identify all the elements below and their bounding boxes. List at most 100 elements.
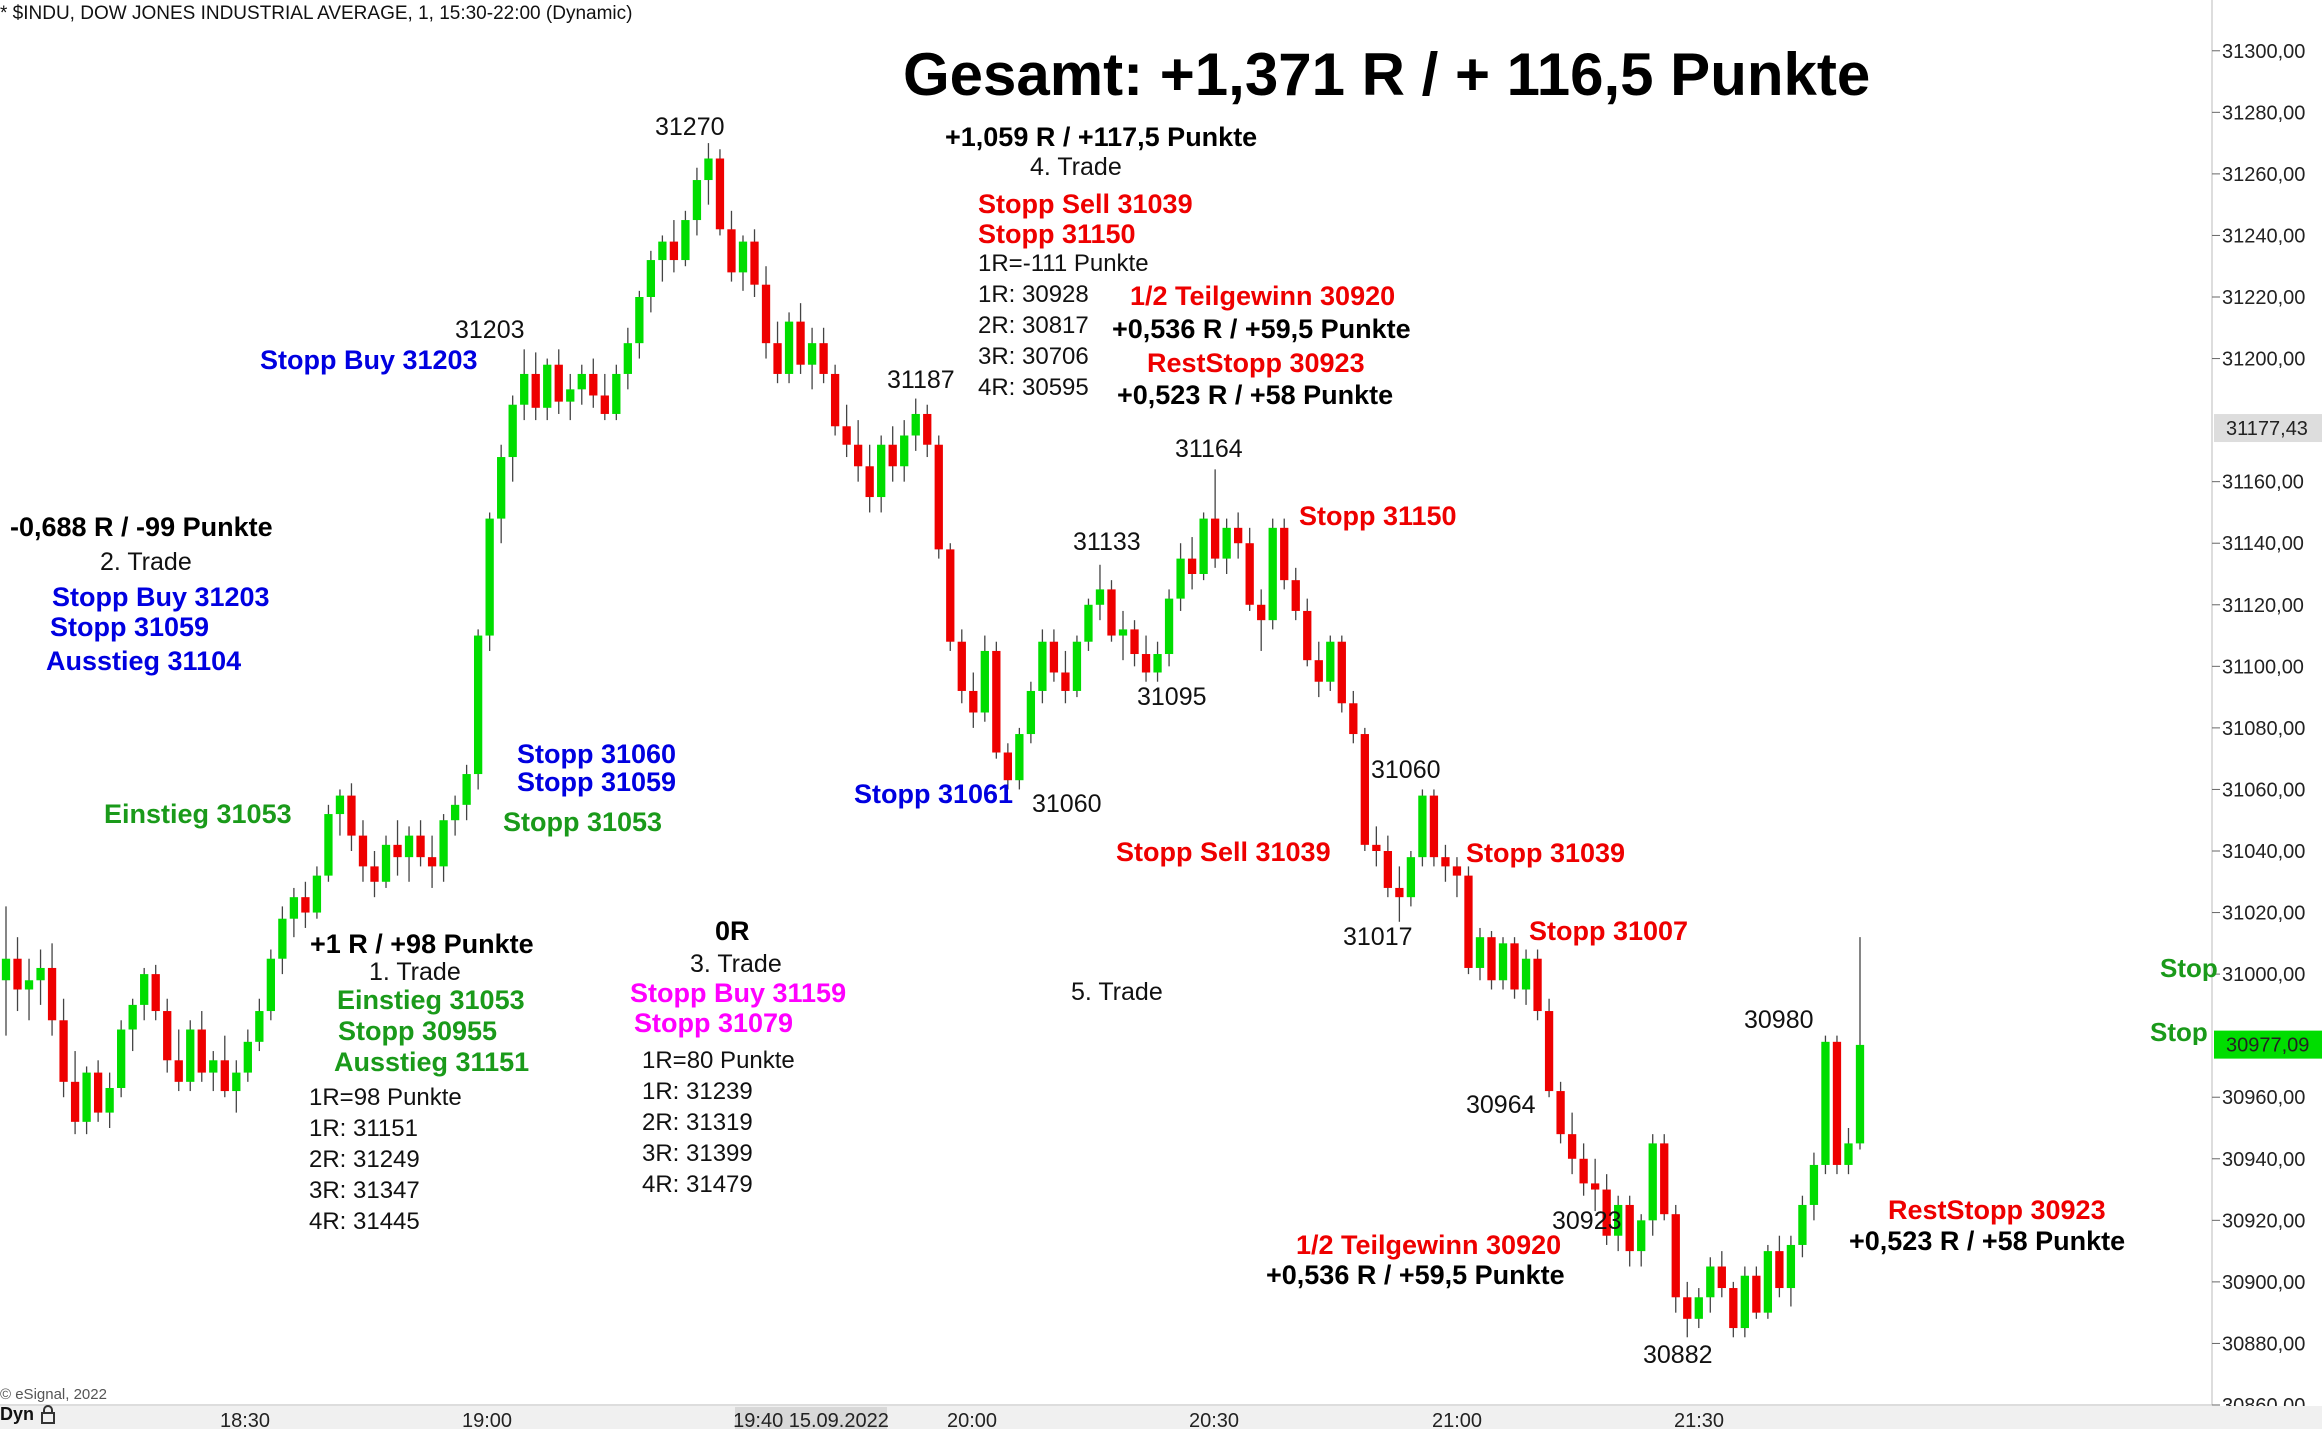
candle <box>911 398 920 451</box>
time-tick-label: 21:30 <box>1674 1410 1724 1429</box>
candle-body <box>140 974 149 1005</box>
dynamic-mode-label[interactable]: Dyn <box>0 1404 35 1424</box>
candle <box>1314 641 1323 698</box>
candle <box>1786 1235 1796 1307</box>
lock-icon[interactable] <box>40 1404 56 1424</box>
candle <box>117 1020 126 1098</box>
candle-body <box>82 1072 91 1122</box>
candle <box>1061 650 1070 704</box>
candle-body <box>1498 943 1508 981</box>
stopp-31060-label: Stopp 31060 <box>517 739 677 769</box>
candle <box>692 167 702 236</box>
candle <box>934 435 943 559</box>
cutoff-stop-label-1: Stop <box>2160 955 2218 981</box>
summary-title: Gesamt: +1,371 R / + 116,5 Punkte <box>903 41 1871 108</box>
candle <box>1268 518 1277 630</box>
candle-body <box>243 1041 252 1073</box>
candle <box>163 998 172 1073</box>
time-axis[interactable]: 18:30 19:00 20:00 20:30 21:00 21:30 19:40 15.0… <box>0 1404 2322 1429</box>
trade2-result: -0,688 R / -99 Punkte <box>10 512 273 542</box>
trade2-stopp: Stopp 31059 <box>50 612 210 642</box>
candle-body <box>1844 1143 1853 1165</box>
trade1-stopp: Stopp 30955 <box>338 1016 498 1046</box>
candle <box>1544 998 1554 1098</box>
candle <box>174 1029 183 1092</box>
swing-price-label: 31133 <box>1073 528 1141 556</box>
candle-body <box>1141 654 1151 673</box>
trade1-r1: 1R: 31151 <box>309 1115 418 1142</box>
candle-body <box>312 875 322 913</box>
candle <box>508 395 517 482</box>
candle-body <box>186 1029 195 1082</box>
price-tick-label: 31260,00 <box>2222 164 2305 186</box>
stopp-sell-31039-label: Stopp Sell 31039 <box>1116 837 1331 867</box>
candle-body <box>946 549 955 642</box>
candle-body <box>1786 1244 1796 1289</box>
candle <box>957 629 966 704</box>
candle-body <box>1544 1011 1554 1092</box>
candle-body <box>128 1004 137 1030</box>
candle <box>301 881 310 928</box>
candle <box>1084 598 1093 651</box>
candle-body <box>692 180 702 221</box>
candle <box>1245 527 1254 611</box>
candle <box>807 327 817 390</box>
candle-body <box>278 918 287 959</box>
candle <box>1464 866 1473 975</box>
trade3-result: 0R <box>715 916 750 946</box>
ref-price-label: 31177,43 <box>2226 418 2308 440</box>
candle-body <box>1176 558 1185 599</box>
candle <box>842 404 851 458</box>
candle <box>1153 641 1162 682</box>
candle <box>278 906 287 975</box>
swing-price-label: 31060 <box>1032 790 1102 818</box>
price-axis[interactable]: 31300,00 31280,00 31260,00 31240,00 31220,00… <box>2211 0 2322 1417</box>
candle <box>1383 835 1393 898</box>
candle-body <box>1257 604 1266 621</box>
candle-body <box>807 343 817 365</box>
candle <box>497 444 506 544</box>
candle-body <box>220 1060 229 1092</box>
candle <box>1118 610 1128 661</box>
candle <box>1855 937 1865 1150</box>
candle-body <box>1429 795 1439 858</box>
candle <box>1706 1257 1715 1313</box>
candle-body <box>623 343 632 374</box>
candle-body <box>1372 844 1381 851</box>
candle-body <box>715 158 725 230</box>
candle <box>1498 937 1508 990</box>
cutoff-stop-label-2: Stop <box>2150 1019 2208 1045</box>
candle <box>600 373 609 421</box>
candle-body <box>1187 558 1197 574</box>
candle-body <box>416 835 425 858</box>
price-tick-label: 31020,00 <box>2222 903 2305 925</box>
candle-body <box>358 835 368 867</box>
candle-body <box>1210 518 1220 559</box>
trade3-r2: 2R: 31319 <box>642 1109 753 1136</box>
candle <box>773 321 782 384</box>
candle-body <box>1015 734 1024 781</box>
candle-body <box>1199 518 1208 574</box>
candle-body <box>888 444 897 467</box>
candle <box>1533 949 1542 1021</box>
candle <box>543 358 552 421</box>
candle-body <box>59 1020 68 1082</box>
price-tick-label: 31000,00 <box>2222 964 2305 986</box>
candle-body <box>255 1011 264 1042</box>
trade1-r4: 4R: 31445 <box>309 1208 420 1235</box>
candle <box>105 1072 114 1128</box>
trade1-name: 1. Trade <box>369 958 461 986</box>
candle <box>485 512 494 651</box>
price-tick-label: 31080,00 <box>2222 718 2305 740</box>
candle-body <box>830 373 840 427</box>
candle-body <box>1337 641 1346 704</box>
candle <box>1199 512 1208 581</box>
candle <box>1763 1244 1773 1319</box>
candle-body <box>566 389 575 402</box>
candle <box>877 435 886 513</box>
trade4-reststopp: RestStopp 30923 <box>1147 348 1365 378</box>
price-tick-label: 31040,00 <box>2222 841 2305 863</box>
trade3-r1: 1R: 31239 <box>642 1078 753 1105</box>
candle-body <box>1026 690 1036 735</box>
candle-body <box>819 343 828 374</box>
